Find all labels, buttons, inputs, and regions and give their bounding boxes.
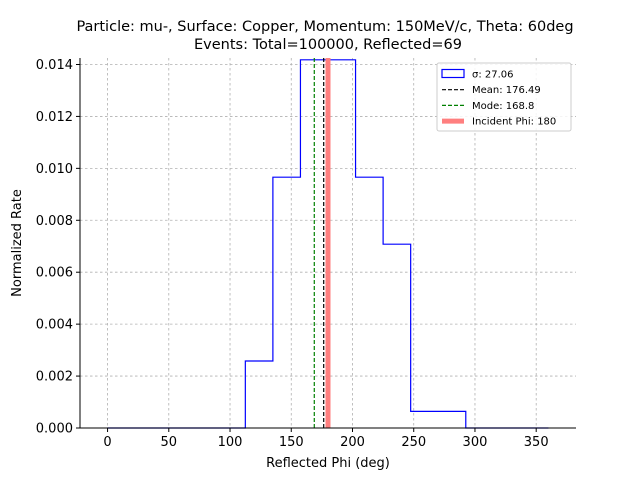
- reference-lines: [313, 58, 331, 428]
- legend-label: σ: 27.06: [472, 70, 514, 81]
- legend-swatch-histogram: [441, 68, 465, 79]
- y-tick-label: 0.014: [36, 58, 73, 73]
- legend-label: Incident Phi: 180: [472, 117, 556, 128]
- x-tick-label: 100: [218, 435, 243, 450]
- y-tick-label: 0.000: [36, 422, 73, 437]
- axes: [79, 58, 576, 429]
- histogram-bin: [356, 177, 384, 428]
- y-tick-label: 0.006: [36, 266, 73, 281]
- y-tick-label: 0.002: [36, 370, 73, 385]
- legend: σ: 27.06 Mean: 176.49 Mode: 168.8 Incident …: [436, 62, 572, 132]
- histogram-bin: [328, 60, 356, 428]
- histogram-bin: [383, 244, 411, 428]
- x-tick-label: 0: [103, 435, 111, 450]
- histogram-bin: [245, 361, 273, 428]
- chart-title-line-2: Events: Total=100000, Reflected=69: [194, 37, 462, 53]
- legend-label: Mean: 176.49: [472, 85, 541, 96]
- legend-label: Mode: 168.8: [472, 101, 534, 112]
- histogram-bin: [273, 177, 301, 428]
- y-tick-label: 0.010: [36, 162, 73, 177]
- chart-title-line-1: Particle: mu-, Surface: Copper, Momentum…: [76, 19, 573, 35]
- y-ticks: 0.000 0.002 0.004 0.006 0.008 0.010 0.012 0.014: [36, 58, 80, 437]
- y-axis-label: Normalized Rate: [10, 189, 25, 297]
- x-tick-label: 50: [161, 435, 178, 450]
- x-tick-label: 200: [340, 435, 365, 450]
- histogram-bin: [438, 411, 466, 428]
- y-tick-label: 0.004: [36, 318, 73, 333]
- x-tick-label: 250: [401, 435, 426, 450]
- x-tick-label: 150: [279, 435, 304, 450]
- x-tick-label: 350: [524, 435, 549, 450]
- x-axis-label: Reflected Phi (deg): [266, 456, 390, 471]
- histogram-bin: [411, 411, 439, 428]
- y-tick-label: 0.008: [36, 214, 73, 229]
- y-tick-label: 0.012: [36, 110, 73, 125]
- legend-frame: [436, 62, 572, 132]
- x-ticks: 0 50 100 150 200 250 300 350: [103, 428, 549, 450]
- x-tick-label: 300: [463, 435, 488, 450]
